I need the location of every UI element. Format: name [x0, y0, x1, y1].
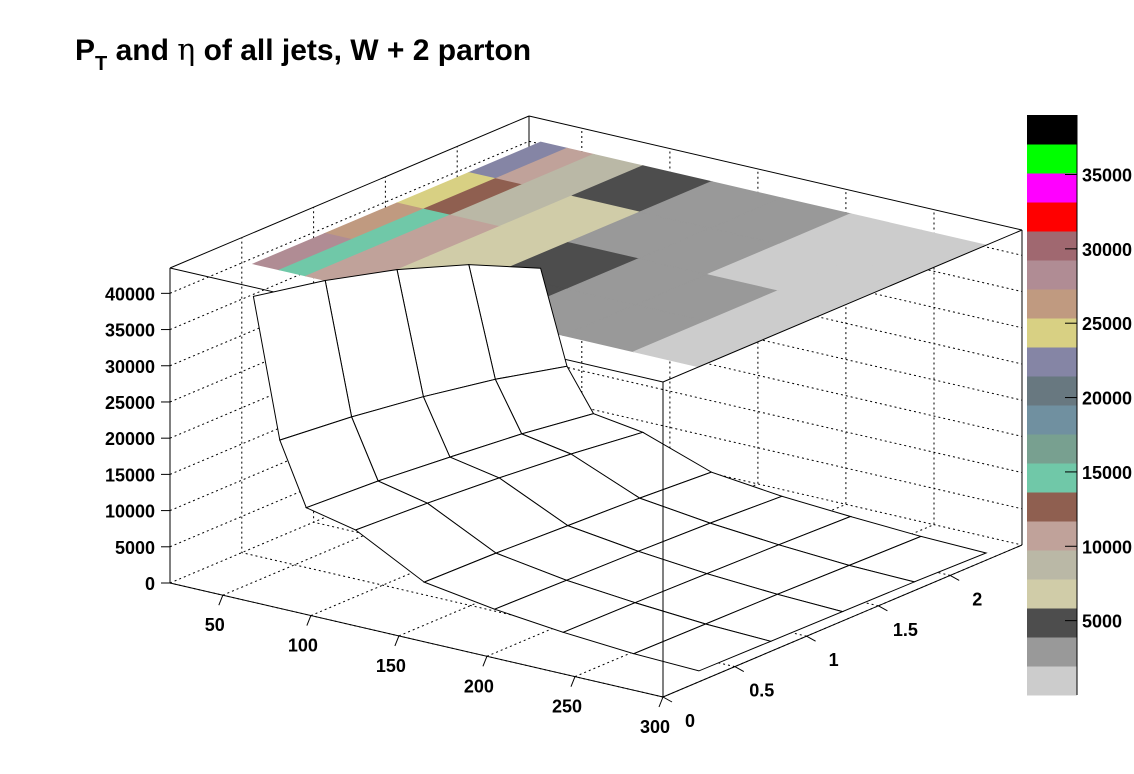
palette-box [1027, 347, 1077, 377]
box-edge [662, 229, 1023, 383]
palette-box [1027, 289, 1077, 319]
palette-box [1027, 405, 1077, 435]
palette-tick-label: 30000 [1082, 240, 1132, 260]
z-tick-label: 25000 [105, 393, 155, 413]
x-tick [570, 676, 576, 687]
x-tick [394, 635, 400, 647]
palette-tick-label: 10000 [1082, 537, 1132, 557]
palette-box [1027, 521, 1077, 551]
title-part: and [107, 34, 177, 67]
palette-box [1027, 550, 1077, 580]
palette-tick-label: 20000 [1082, 389, 1132, 409]
z-tick-label: 5000 [115, 538, 155, 558]
palette-box [1027, 231, 1077, 261]
title-part: of all jets, W + 2 parton [195, 34, 531, 67]
y-tick-label: 2 [972, 589, 982, 609]
palette-box [1027, 376, 1077, 406]
y-tick [662, 696, 673, 703]
y-tick-label: 1 [829, 650, 839, 670]
grid-line [241, 237, 735, 668]
palette-tick-label: 5000 [1082, 612, 1122, 632]
title-subscript: T [95, 53, 107, 75]
x-axis [169, 582, 664, 698]
z-tick-label: 30000 [105, 357, 155, 377]
y-tick [949, 574, 960, 581]
x-tick-label: 250 [552, 697, 582, 717]
x-tick [658, 696, 664, 708]
x-tick [306, 615, 312, 626]
x-tick [482, 656, 488, 667]
z-tick-label: 20000 [105, 429, 155, 449]
palette-box [1027, 318, 1077, 348]
chart-title: PT and η of all jets, W + 2 parton [75, 33, 531, 75]
x-tick-label: 200 [464, 676, 494, 696]
palette-box [1027, 144, 1077, 174]
z-tick-label: 40000 [105, 284, 155, 304]
palette-box [1027, 608, 1077, 638]
palette-box [1027, 115, 1077, 145]
palette-tick-label: 15000 [1082, 463, 1132, 483]
x-tick-label: 300 [640, 717, 670, 737]
x-tick-label: 100 [288, 636, 318, 656]
y-tick-label: 1.5 [893, 620, 918, 640]
x-tick-label: 150 [376, 656, 406, 676]
z-tick-label: 10000 [105, 502, 155, 522]
y-tick [734, 666, 745, 673]
y-axis [662, 544, 1023, 698]
y-tick-label: 0 [685, 711, 695, 731]
z-tick-label: 35000 [105, 321, 155, 341]
palette-box [1027, 666, 1077, 696]
x-tick [218, 595, 224, 606]
palette-box [1027, 637, 1077, 667]
palette-tick-label: 25000 [1082, 314, 1132, 334]
x-tick-label: 50 [205, 615, 225, 635]
surface-cell [632, 623, 773, 672]
box-edge [528, 115, 1023, 231]
box-edge [169, 115, 530, 269]
palette-tick-label: 35000 [1082, 165, 1132, 185]
title-part: P [75, 34, 95, 67]
title-symbol: η [177, 33, 195, 68]
y-tick [878, 605, 888, 612]
z-tick-label: 15000 [105, 465, 155, 485]
palette-box [1027, 463, 1077, 493]
z-tick-label: 0 [145, 574, 155, 594]
palette-box [1027, 260, 1077, 290]
palette-box [1027, 492, 1077, 522]
y-tick [806, 635, 816, 642]
palette-box [1027, 202, 1077, 232]
y-tick-label: 0.5 [749, 681, 774, 701]
palette-box [1027, 173, 1077, 203]
palette-box [1027, 434, 1077, 464]
palette-box [1027, 579, 1077, 609]
